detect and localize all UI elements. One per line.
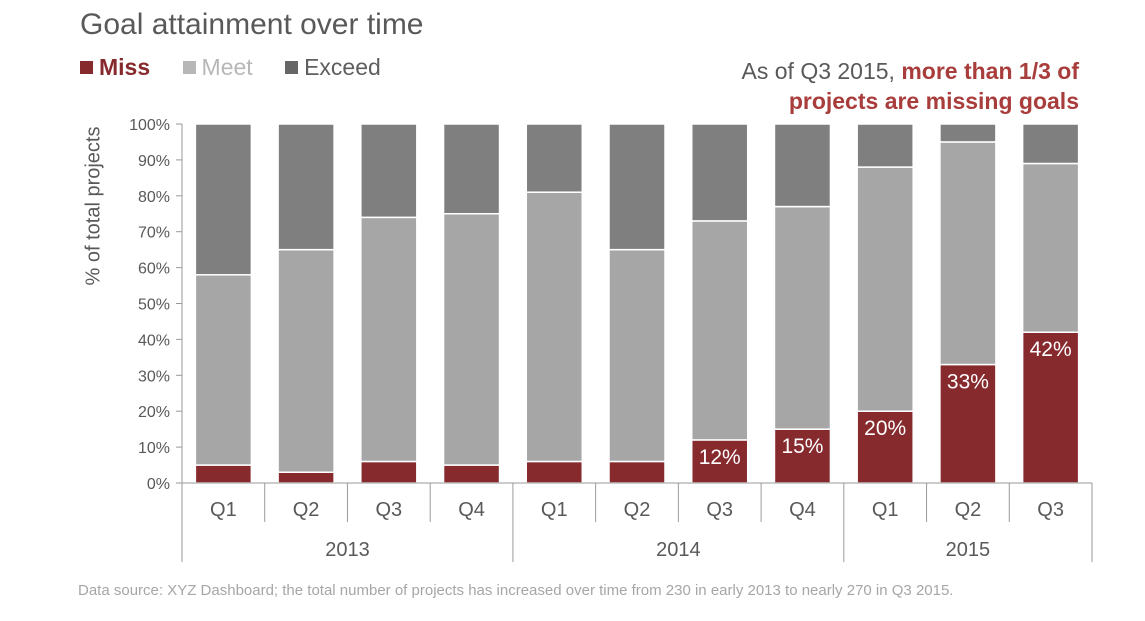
y-tick-label-0: 0% (147, 476, 170, 493)
data-label-10: 42% (1030, 338, 1072, 361)
y-tick-label-6: 60% (138, 261, 170, 278)
callout-line-1: As of Q3 2015, more than 1/3 of (742, 56, 1079, 86)
bar-meet-3 (442, 213, 501, 466)
bar-miss-3 (442, 464, 501, 484)
x-tick-label-4: Q1 (541, 499, 568, 521)
y-tick-label-2: 20% (138, 404, 170, 421)
legend-label-exceed: Exceed (304, 54, 381, 80)
bar-exceed-7 (773, 123, 832, 208)
bar-miss-1 (277, 471, 335, 484)
year-label-2: 2015 (946, 539, 991, 561)
legend-label-meet: Meet (201, 54, 253, 80)
bar-meet-7 (773, 205, 832, 430)
y-tick-label-9: 90% (138, 153, 170, 170)
x-tick-label-0: Q1 (210, 499, 237, 521)
data-label-9: 33% (947, 371, 989, 394)
x-tick-label-9: Q2 (955, 499, 982, 521)
y-tick-label-10: 100% (129, 117, 170, 134)
y-tick-label-3: 30% (138, 368, 170, 385)
legend-swatch-miss (80, 61, 93, 74)
legend-label-miss: Miss (99, 54, 151, 80)
x-tick-label-7: Q4 (789, 499, 816, 521)
bar-miss-6 (690, 439, 749, 484)
legend-item-meet: Meet (182, 54, 253, 80)
bar-meet-0 (194, 274, 253, 466)
bar-meet-8 (856, 166, 914, 412)
callout-prefix: As of Q3 2015, (741, 58, 895, 84)
legend-swatch-meet (182, 61, 196, 74)
bar-exceed-0 (194, 123, 253, 276)
bar-meet-6 (690, 220, 749, 441)
x-tick-label-2: Q3 (375, 499, 402, 521)
bar-exceed-3 (442, 123, 501, 215)
bar-miss-10 (1021, 331, 1080, 484)
bar-exceed-2 (360, 123, 418, 219)
bar-exceed-10 (1021, 123, 1080, 165)
bar-miss-0 (194, 464, 253, 484)
x-tick-label-10: Q3 (1037, 499, 1064, 521)
bar-exceed-4 (525, 123, 584, 193)
legend-item-miss: Miss (80, 54, 150, 80)
y-tick-label-1: 10% (138, 440, 170, 457)
callout: As of Q3 2015, more than 1/3 of projects… (742, 56, 1079, 116)
x-tick-label-1: Q2 (293, 499, 320, 521)
bar-exceed-1 (277, 123, 335, 251)
bar-exceed-5 (608, 123, 666, 251)
bar-miss-5 (608, 460, 666, 484)
x-tick-label-5: Q2 (624, 499, 651, 521)
bar-meet-1 (277, 248, 335, 473)
bar-meet-2 (360, 216, 418, 463)
x-tick-label-6: Q3 (706, 499, 733, 521)
year-label-1: 2014 (656, 539, 701, 561)
chart-title: Goal attainment over time (80, 8, 424, 41)
y-tick-label-8: 80% (138, 189, 170, 206)
bar-exceed-9 (939, 123, 997, 143)
y-tick-label-5: 50% (138, 297, 170, 314)
year-label-0: 2013 (325, 539, 370, 561)
legend: Miss Meet Exceed (80, 54, 407, 81)
bar-miss-9 (939, 363, 997, 484)
bar-meet-4 (525, 191, 584, 463)
y-tick-label-4: 40% (138, 332, 170, 349)
bar-miss-4 (525, 460, 584, 484)
y-tick-label-7: 70% (138, 225, 170, 242)
legend-item-exceed: Exceed (285, 54, 381, 80)
data-label-7: 15% (781, 435, 823, 458)
bar-exceed-6 (690, 123, 749, 222)
footnote: Data source: XYZ Dashboard; the total nu… (78, 582, 954, 599)
bar-meet-5 (608, 248, 666, 463)
callout-highlight-2: projects are missing goals (788, 88, 1079, 114)
bar-miss-2 (360, 460, 418, 484)
x-tick-label-8: Q1 (872, 499, 899, 521)
data-label-6: 12% (699, 446, 741, 469)
legend-swatch-exceed (285, 61, 299, 74)
bar-exceed-8 (856, 123, 914, 168)
bar-meet-10 (1021, 162, 1080, 333)
bar-meet-9 (939, 141, 997, 366)
callout-highlight-1: more than 1/3 of (901, 58, 1079, 84)
x-tick-label-3: Q4 (458, 499, 485, 521)
data-label-8: 20% (864, 417, 906, 440)
